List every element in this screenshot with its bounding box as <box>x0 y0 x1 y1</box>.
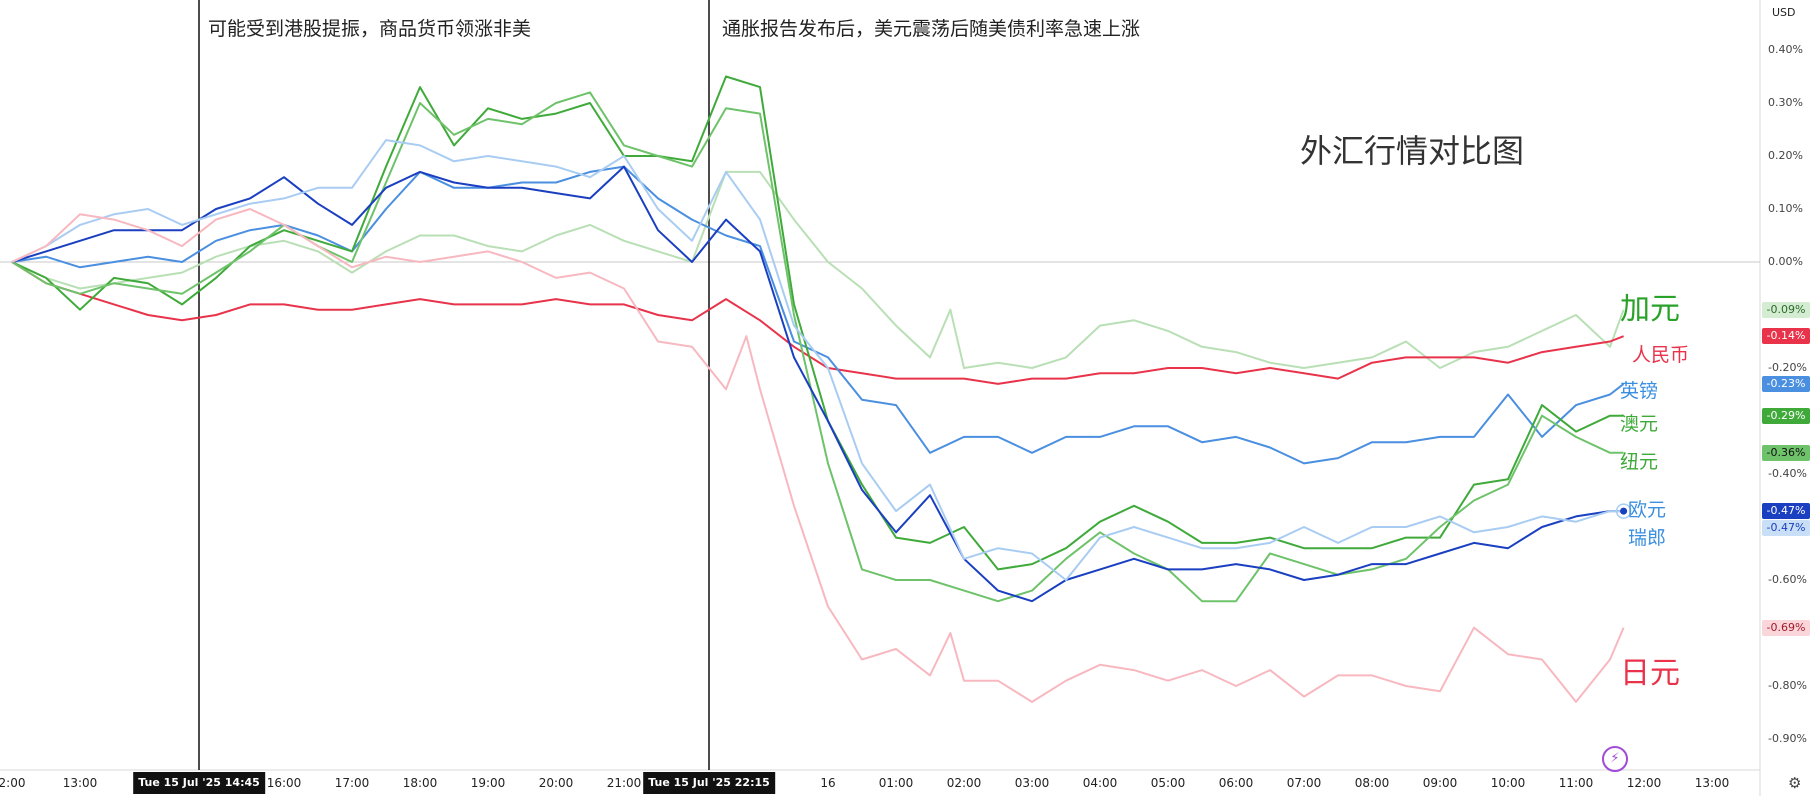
series-name-label: 加元 <box>1620 292 1680 327</box>
x-tick-label: 2:00 <box>0 776 26 790</box>
x-tick-label: 20:00 <box>538 776 574 790</box>
series-endpoint-ring <box>1615 503 1632 519</box>
y-tick-label: 0.10% <box>1768 202 1803 215</box>
gear-icon[interactable]: ⚙ <box>1788 774 1802 792</box>
y-tick-label: 0.40% <box>1768 43 1803 56</box>
series-line <box>11 208 1625 703</box>
x-tick-label: 13:00 <box>1694 776 1730 790</box>
y-tick-label: -0.40% <box>1768 467 1807 480</box>
series-line <box>11 261 1624 385</box>
y-tick-label: 0.30% <box>1768 96 1803 109</box>
series-name-label: 人民币 <box>1632 344 1690 366</box>
x-tick-label: 02:00 <box>946 776 982 790</box>
y-tick-label: -0.80% <box>1768 679 1807 692</box>
last-value-badge: -0.47% <box>1762 503 1810 520</box>
x-tick-label: 13:00 <box>62 776 98 790</box>
y-tick-label: 0.20% <box>1768 149 1803 162</box>
x-tick-label: 04:00 <box>1082 776 1118 790</box>
series-line <box>11 170 1625 369</box>
x-tick-label: 09:00 <box>1422 776 1458 790</box>
x-tick-label: 01:00 <box>878 776 914 790</box>
last-value-badge: -0.36% <box>1762 444 1810 461</box>
series-line <box>11 165 1624 603</box>
x-tick-label: 03:00 <box>1014 776 1050 790</box>
x-tick-label: 19:00 <box>470 776 506 790</box>
annotation-1: 可能受到港股提振，商品货币领涨非美 <box>208 18 532 40</box>
last-value-badge: -0.23% <box>1762 375 1810 392</box>
x-tick-label: 12:00 <box>1626 776 1662 790</box>
x-tick-label: 05:00 <box>1150 776 1186 790</box>
y-tick-label: 0.00% <box>1768 255 1803 268</box>
series-name-label: 纽元 <box>1620 451 1659 473</box>
last-value-badge: -0.29% <box>1762 407 1810 424</box>
x-tick-label: 17:00 <box>334 776 370 790</box>
currency-label[interactable]: USD <box>1772 6 1796 19</box>
event-marker-label: Tue 15 Jul '25 22:15 <box>643 772 775 794</box>
last-value-badge: -0.14% <box>1762 328 1810 345</box>
last-value-badge: -0.47% <box>1762 520 1810 537</box>
y-tick-label: -0.20% <box>1768 361 1807 374</box>
chart-title: 外汇行情对比图 <box>1300 132 1525 170</box>
series-name-label: 日元 <box>1620 656 1680 691</box>
series-name-label: 英镑 <box>1620 380 1659 402</box>
x-tick-label: 21:00 <box>606 776 642 790</box>
annotation-2: 通胀报告发布后，美元震荡后随美债利率急速上涨 <box>722 18 1141 40</box>
series-name-label: 欧元 <box>1628 499 1667 521</box>
series-name-label: 澳元 <box>1620 413 1659 435</box>
x-tick-label: 08:00 <box>1354 776 1390 790</box>
series-name-label: 瑞郎 <box>1628 527 1667 549</box>
x-tick-label: 06:00 <box>1218 776 1254 790</box>
x-tick-label: 16:00 <box>266 776 302 790</box>
x-tick-label: 18:00 <box>402 776 438 790</box>
series-endpoint <box>1620 507 1628 515</box>
x-tick-label: 10:00 <box>1490 776 1526 790</box>
y-tick-label: -0.90% <box>1768 732 1807 745</box>
last-value-badge: -0.09% <box>1762 301 1810 318</box>
x-tick-label: 16 <box>820 776 836 790</box>
x-tick-label: 11:00 <box>1558 776 1594 790</box>
y-tick-label: -0.60% <box>1768 573 1807 586</box>
lightning-icon[interactable]: ⚡ <box>1602 746 1628 772</box>
last-value-badge: -0.69% <box>1762 619 1810 636</box>
x-tick-label: 07:00 <box>1286 776 1322 790</box>
event-marker-label: Tue 15 Jul '25 14:45 <box>133 772 265 794</box>
series-line <box>11 139 1624 581</box>
